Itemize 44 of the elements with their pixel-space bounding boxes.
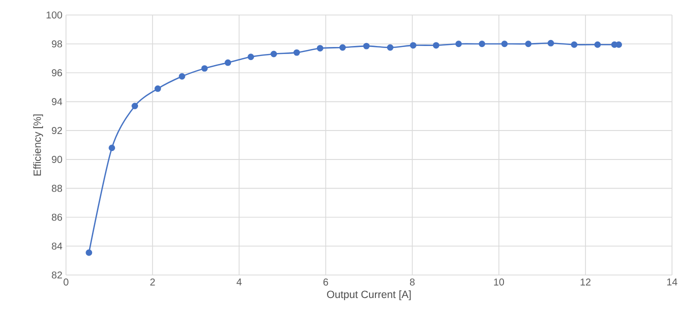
x-tick-label: 10 <box>494 278 504 286</box>
x-axis-title: Output Current [A] <box>327 290 411 300</box>
point <box>224 59 232 66</box>
point <box>363 42 370 50</box>
y-tick-label: 100 <box>46 11 62 19</box>
x-tick-label: 8 <box>410 278 415 286</box>
y-tick-label: 94 <box>52 98 62 106</box>
y-tick-label: 88 <box>52 184 62 192</box>
point <box>478 40 486 48</box>
point <box>316 44 324 52</box>
x-tick-label: 2 <box>150 278 155 286</box>
point <box>501 40 508 48</box>
y-tick-label: 84 <box>52 242 62 250</box>
y-tick-label: 98 <box>52 40 62 48</box>
y-tick-label: 86 <box>52 214 62 221</box>
point <box>386 44 394 51</box>
x-tick-label: 6 <box>323 278 328 286</box>
point <box>432 42 440 49</box>
point <box>410 42 416 49</box>
y-tick-label: 90 <box>52 156 62 163</box>
point <box>132 102 138 110</box>
x-tick-label: 12 <box>580 278 590 286</box>
point <box>570 41 578 48</box>
point <box>293 49 300 56</box>
y-tick-label: 82 <box>52 271 62 279</box>
point <box>455 40 462 48</box>
point <box>108 144 116 152</box>
point <box>248 54 254 60</box>
x-tick-label: 4 <box>236 278 242 286</box>
point <box>201 65 208 72</box>
point <box>178 73 186 80</box>
point <box>525 40 532 48</box>
y-tick-label: 92 <box>52 127 62 134</box>
point <box>270 50 278 58</box>
point <box>154 85 162 92</box>
x-tick-label: 0 <box>64 278 68 286</box>
y-tick-label: 96 <box>52 69 62 76</box>
x-tick-label: 14 <box>667 278 678 286</box>
point <box>339 44 346 51</box>
point <box>86 249 92 256</box>
point <box>548 40 554 46</box>
point <box>594 41 601 48</box>
y-axis-title: Efficiency [%] <box>33 114 44 176</box>
point <box>616 41 622 48</box>
